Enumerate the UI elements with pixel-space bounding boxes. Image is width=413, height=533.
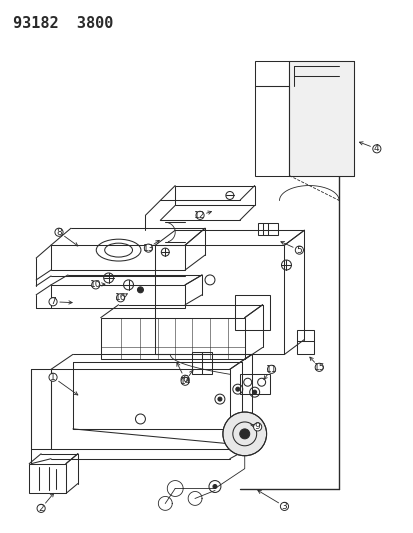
Circle shape: [239, 429, 249, 439]
Circle shape: [372, 145, 380, 153]
Circle shape: [137, 287, 143, 293]
Text: 15: 15: [313, 363, 324, 372]
Circle shape: [235, 387, 239, 391]
Text: 11: 11: [265, 365, 277, 374]
Text: 12: 12: [194, 211, 205, 220]
Circle shape: [91, 281, 100, 289]
Text: 10: 10: [90, 280, 101, 289]
Circle shape: [252, 390, 256, 394]
Circle shape: [180, 375, 189, 383]
Circle shape: [116, 294, 124, 302]
Text: 8: 8: [56, 228, 62, 237]
Circle shape: [294, 246, 303, 254]
Text: 3: 3: [281, 502, 287, 511]
Circle shape: [217, 397, 221, 401]
Circle shape: [49, 298, 57, 306]
Text: 16: 16: [114, 293, 126, 302]
Text: 6: 6: [182, 375, 188, 384]
Text: 9: 9: [254, 423, 260, 431]
Circle shape: [280, 502, 288, 511]
Circle shape: [253, 423, 261, 431]
Text: 2: 2: [38, 504, 44, 513]
Circle shape: [37, 504, 45, 512]
Circle shape: [55, 228, 63, 236]
Circle shape: [144, 244, 152, 252]
Circle shape: [212, 484, 216, 489]
Circle shape: [180, 377, 189, 385]
Circle shape: [314, 364, 323, 372]
Text: 93182  3800: 93182 3800: [13, 15, 114, 31]
Text: 5: 5: [296, 246, 301, 255]
Polygon shape: [289, 61, 353, 175]
Text: 7: 7: [50, 297, 56, 306]
Text: 14: 14: [179, 377, 190, 386]
Text: 4: 4: [373, 144, 379, 154]
Text: 1: 1: [50, 373, 56, 382]
Text: 13: 13: [142, 244, 154, 253]
Circle shape: [195, 211, 204, 220]
Circle shape: [222, 412, 266, 456]
Circle shape: [49, 373, 57, 381]
Circle shape: [267, 365, 275, 374]
